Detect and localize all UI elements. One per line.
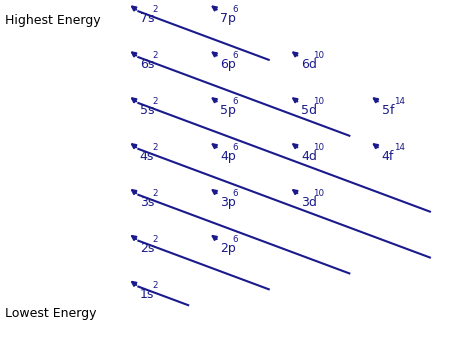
Text: 4s: 4s [140,150,154,163]
Text: 7p: 7p [220,12,236,25]
Text: 3p: 3p [220,196,236,209]
Text: 14: 14 [394,97,405,106]
Text: 3s: 3s [140,196,154,209]
Text: 4p: 4p [220,150,236,163]
Text: 10: 10 [313,189,324,198]
Text: 6d: 6d [301,58,317,71]
Text: 6: 6 [233,51,238,60]
Text: 2: 2 [152,235,158,244]
Text: 1s: 1s [140,288,154,301]
Text: 10: 10 [313,51,324,60]
Text: 4f: 4f [382,150,394,163]
Text: 6: 6 [233,189,238,198]
Text: 3d: 3d [301,196,317,209]
Text: 6: 6 [233,97,238,106]
Text: Highest Energy: Highest Energy [5,14,100,27]
Text: 2: 2 [152,5,158,14]
Text: 10: 10 [313,143,324,152]
Text: 2p: 2p [220,242,236,255]
Text: 5s: 5s [140,104,155,117]
Text: 5d: 5d [301,104,317,117]
Text: 2: 2 [152,281,158,289]
Text: 2: 2 [152,143,158,152]
Text: 6p: 6p [220,58,236,71]
Text: 14: 14 [394,143,405,152]
Text: 2: 2 [152,97,158,106]
Text: 5f: 5f [382,104,394,117]
Text: 2: 2 [152,51,158,60]
Text: 7s: 7s [140,12,155,25]
Text: 6: 6 [233,143,238,152]
Text: 2: 2 [152,189,158,198]
Text: 2s: 2s [140,242,154,255]
Text: 10: 10 [313,97,324,106]
Text: 6s: 6s [140,58,154,71]
Text: 6: 6 [233,5,238,14]
Text: 4d: 4d [301,150,317,163]
Text: 5p: 5p [220,104,236,117]
Text: 6: 6 [233,235,238,244]
Text: Lowest Energy: Lowest Energy [5,307,96,320]
